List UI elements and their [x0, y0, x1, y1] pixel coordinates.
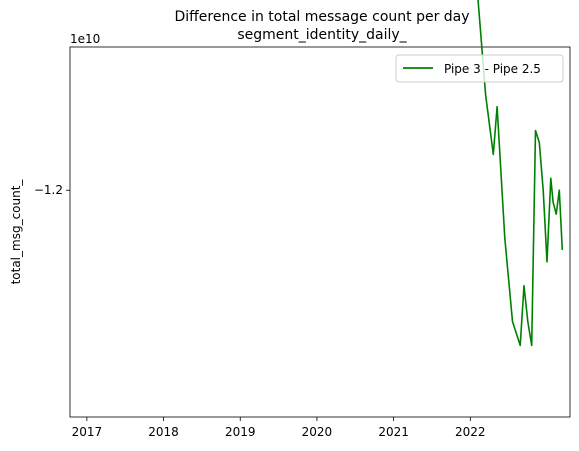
legend: Pipe 3 - Pipe 2.5 [395, 54, 564, 83]
legend-label: Pipe 3 - Pipe 2.5 [444, 62, 541, 76]
y-axis-label: total_msg_count_ [9, 179, 23, 285]
x-tick-label: 2022 [455, 425, 486, 439]
y-axis: −0.2−0.4−0.6−0.8−1.0−1.2 [34, 183, 70, 197]
plot-area [69, 46, 571, 418]
x-tick-label: 2017 [72, 425, 103, 439]
x-tick-label: 2019 [225, 425, 256, 439]
chart-title-line-1: Difference in total message count per da… [174, 9, 469, 25]
x-tick-label: 2018 [148, 425, 179, 439]
x-axis: 2017 2018 2019 2020 2021 2022 [72, 417, 486, 439]
series-layer [477, 0, 564, 347]
x-tick-label: 2020 [302, 425, 333, 439]
series-line [477, 0, 564, 347]
y-tick-label: −1.2 [34, 183, 63, 197]
legend-box [395, 54, 564, 83]
chart-title-line-2: segment_identity_daily_ [237, 27, 407, 43]
y-offset-label: 1e10 [70, 32, 100, 46]
x-tick-label: 2021 [378, 425, 409, 439]
